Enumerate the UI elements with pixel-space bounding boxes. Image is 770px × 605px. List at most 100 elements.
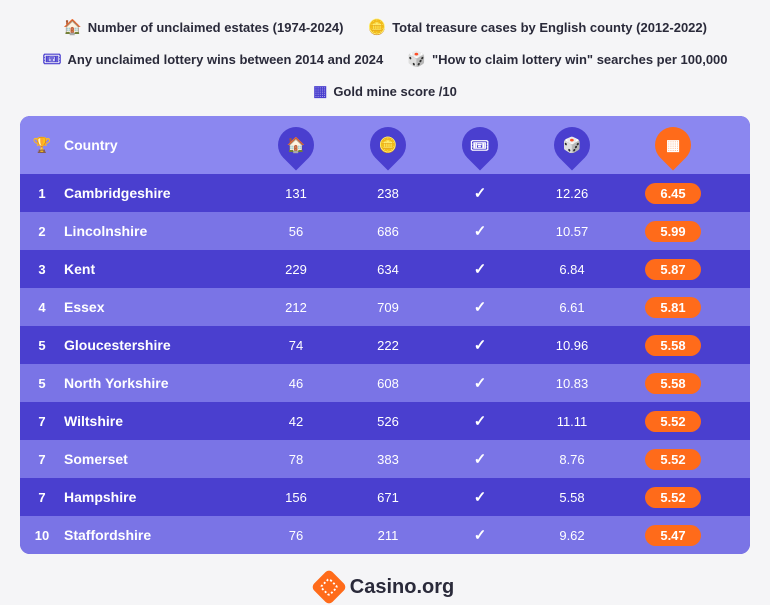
cell-treasure: 383: [342, 452, 434, 467]
cell-rank: 3: [20, 262, 64, 277]
brand-logo-icon: [310, 569, 347, 605]
legend-icon: 🎟: [42, 50, 61, 68]
cell-score: 5.87: [618, 259, 728, 280]
coins-icon: 🪙: [379, 136, 398, 154]
table-row: 5North Yorkshire46608✓10.835.58: [20, 364, 750, 402]
cell-estates: 78: [250, 452, 342, 467]
cell-lottery: ✓: [434, 450, 526, 468]
cell-lottery: ✓: [434, 222, 526, 240]
cell-country: Hampshire: [64, 489, 250, 505]
cell-score: 5.47: [618, 525, 728, 546]
legend-label: Total treasure cases by English county (…: [392, 20, 707, 35]
cell-score: 5.52: [618, 449, 728, 470]
cell-rank: 7: [20, 414, 64, 429]
legend-icon: 🎲: [407, 50, 426, 68]
cell-estates: 76: [250, 528, 342, 543]
cell-searches: 5.58: [526, 490, 618, 505]
home-icon: 🏠: [287, 136, 306, 154]
check-icon: ✓: [474, 527, 487, 544]
cell-lottery: ✓: [434, 412, 526, 430]
cell-lottery: ✓: [434, 298, 526, 316]
cell-score: 5.99: [618, 221, 728, 242]
cell-lottery: ✓: [434, 260, 526, 278]
cell-estates: 131: [250, 186, 342, 201]
table-row: 10Staffordshire76211✓9.625.47: [20, 516, 750, 554]
score-pill: 5.52: [645, 411, 701, 432]
cell-score: 5.58: [618, 335, 728, 356]
cell-treasure: 526: [342, 414, 434, 429]
cell-searches: 6.61: [526, 300, 618, 315]
footer: Casino.org: [20, 574, 750, 600]
grid-icon: ▦: [666, 136, 680, 154]
cell-score: 5.52: [618, 487, 728, 508]
score-pill: 5.52: [645, 487, 701, 508]
score-pill: 5.87: [645, 259, 701, 280]
cell-estates: 46: [250, 376, 342, 391]
cell-treasure: 238: [342, 186, 434, 201]
cell-estates: 212: [250, 300, 342, 315]
legend-icon: ▦: [313, 82, 327, 100]
legend-item: 🪙Total treasure cases by English county …: [368, 18, 707, 36]
cell-treasure: 222: [342, 338, 434, 353]
legend: 🏠Number of unclaimed estates (1974-2024)…: [20, 18, 750, 100]
dice-icon: 🎲: [563, 136, 582, 154]
cell-score: 5.58: [618, 373, 728, 394]
cell-searches: 10.83: [526, 376, 618, 391]
cell-rank: 2: [20, 224, 64, 239]
header-col-estates: 🏠: [250, 127, 342, 163]
table-row: 7Somerset78383✓8.765.52: [20, 440, 750, 478]
check-icon: ✓: [474, 375, 487, 392]
cell-treasure: 211: [342, 528, 434, 543]
check-icon: ✓: [474, 337, 487, 354]
cell-estates: 56: [250, 224, 342, 239]
brand-name: Casino.org: [350, 576, 454, 599]
cell-treasure: 608: [342, 376, 434, 391]
check-icon: ✓: [474, 185, 487, 202]
cell-lottery: ✓: [434, 488, 526, 506]
table-row: 7Wiltshire42526✓11.115.52: [20, 402, 750, 440]
header-country: Country: [64, 137, 250, 153]
cell-rank: 5: [20, 338, 64, 353]
score-pill: 5.81: [645, 297, 701, 318]
cell-searches: 10.96: [526, 338, 618, 353]
header-col-treasure: 🪙: [342, 127, 434, 163]
cell-lottery: ✓: [434, 336, 526, 354]
table-row: 7Hampshire156671✓5.585.52: [20, 478, 750, 516]
score-pill: 5.58: [645, 373, 701, 394]
header-rank: 🏆: [20, 136, 64, 154]
check-icon: ✓: [474, 299, 487, 316]
legend-label: "How to claim lottery win" searches per …: [432, 52, 728, 67]
cell-estates: 42: [250, 414, 342, 429]
score-pill: 5.99: [645, 221, 701, 242]
legend-item: 🎲 "How to claim lottery win" searches per…: [407, 50, 727, 68]
cell-country: Somerset: [64, 451, 250, 467]
cell-country: Lincolnshire: [64, 223, 250, 239]
ranking-table: 🏆 Country 🏠 🪙 🎟 🎲 ▦ 1Cambridgeshire13123…: [20, 116, 750, 554]
header-col-score: ▦: [618, 127, 728, 163]
cell-country: Cambridgeshire: [64, 185, 250, 201]
score-pill: 5.47: [645, 525, 701, 546]
check-icon: ✓: [474, 451, 487, 468]
cell-treasure: 686: [342, 224, 434, 239]
table-row: 4Essex212709 ✓ 6.61 5.81: [20, 288, 750, 326]
cell-treasure: 709: [342, 300, 434, 315]
header-col-searches: 🎲: [526, 127, 618, 163]
cell-country: Gloucestershire: [64, 337, 250, 353]
cell-estates: 229: [250, 262, 342, 277]
cell-rank: 4: [20, 300, 64, 315]
check-icon: ✓: [474, 223, 487, 240]
cell-score: 5.52: [618, 411, 728, 432]
cell-country: Essex: [64, 299, 250, 315]
cell-lottery: ✓: [434, 374, 526, 392]
ticket-icon: 🎟: [470, 136, 489, 154]
cell-country: Staffordshire: [64, 527, 250, 543]
legend-item: ▦Gold mine score /10: [313, 82, 457, 100]
trophy-icon: 🏆: [33, 137, 52, 154]
cell-searches: 9.62: [526, 528, 618, 543]
table-row: 5Gloucestershire74222✓10.965.58: [20, 326, 750, 364]
cell-lottery: ✓: [434, 526, 526, 544]
cell-rank: 7: [20, 490, 64, 505]
cell-searches: 10.57: [526, 224, 618, 239]
table-row: 1Cambridgeshire131238✓12.266.45: [20, 174, 750, 212]
legend-icon: 🏠: [63, 18, 82, 36]
